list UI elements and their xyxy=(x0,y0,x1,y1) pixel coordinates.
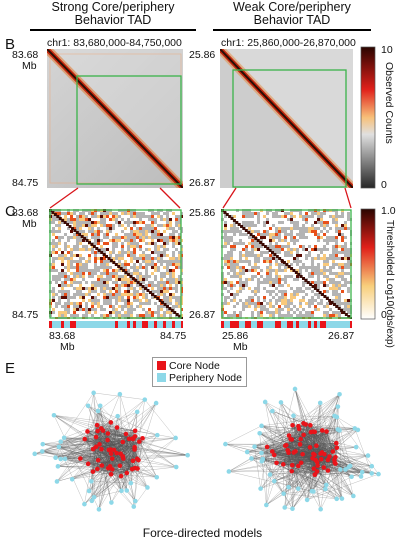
left-tad-box xyxy=(76,75,182,185)
panel-letter-e: E xyxy=(5,360,16,377)
c-left-unit: Mb xyxy=(22,218,37,230)
b-left-top-tick: 83.68 xyxy=(12,49,39,61)
left-thresholded-tad-box xyxy=(49,209,182,319)
c-x-right-start: 25.86 xyxy=(222,330,249,342)
right-tad-box xyxy=(232,69,347,188)
right-thresholded-heatmap xyxy=(221,209,352,319)
left-force-directed-network xyxy=(32,390,190,512)
right-header-line1: Weak Core/periphery xyxy=(233,0,351,14)
c-x-left-unit: Mb xyxy=(60,341,75,353)
panel-letter-b: B xyxy=(5,36,16,53)
c-x-left-start: 83.68 xyxy=(49,330,76,342)
c-x-left-end: 84.75 xyxy=(160,330,187,342)
right-core-periphery-track xyxy=(221,321,352,328)
right-tad-header: Weak Core/periphery Behavior TAD xyxy=(212,1,372,27)
c-left-bottom-tick: 84.75 xyxy=(12,309,39,321)
c-x-right-unit: Mb xyxy=(233,341,248,353)
core-swatch xyxy=(157,361,166,370)
right-coordinate-label: chr1: 25,860,000-26,870,000 xyxy=(221,37,356,49)
legend-periphery-entry: Periphery Node xyxy=(157,372,242,384)
right-header-rule xyxy=(213,29,371,31)
left-tad-header: Strong Core/periphery Behavior TAD xyxy=(28,1,198,27)
right-force-directed-network xyxy=(223,386,381,512)
right-hic-heatmap xyxy=(220,49,353,188)
b-colorbar-max: 10 xyxy=(381,44,393,56)
observed-counts-colorbar xyxy=(360,46,376,189)
b-colorbar-min: 0 xyxy=(381,179,387,191)
b-right-bottom-tick: 26.87 xyxy=(189,177,216,189)
c-colorbar-label: Thresholded Log10(obs/exp) xyxy=(384,220,395,348)
b-right-top-tick: 25.86 xyxy=(189,49,216,61)
thresholded-colorbar xyxy=(360,208,376,320)
c-left-top-tick: 83.68 xyxy=(12,207,39,219)
node-legend: Core Node Periphery Node xyxy=(152,357,247,387)
panel-letter-c: C xyxy=(5,203,16,220)
left-header-line2: Behavior TAD xyxy=(74,13,152,27)
c-colorbar-min: 0 xyxy=(381,309,387,321)
c-x-right-end: 26.87 xyxy=(328,330,355,342)
right-thresholded-tad-box xyxy=(221,209,352,319)
legend-core-label: Core Node xyxy=(169,360,220,372)
force-directed-caption: Force-directed models xyxy=(142,526,263,540)
b-left-bottom-tick: 84.75 xyxy=(12,177,39,189)
c-right-bottom-tick: 26.87 xyxy=(189,309,216,321)
c-right-top-tick: 25.86 xyxy=(189,207,216,219)
legend-core-entry: Core Node xyxy=(157,360,242,372)
left-header-line1: Strong Core/periphery xyxy=(51,0,175,14)
b-left-unit: Mb xyxy=(22,60,37,72)
c-colorbar-max: 1.0 xyxy=(381,205,396,217)
left-hic-heatmap xyxy=(47,49,183,188)
left-header-rule xyxy=(30,29,196,31)
legend-periphery-label: Periphery Node xyxy=(169,372,242,384)
left-thresholded-heatmap xyxy=(49,209,183,319)
left-coordinate-label: chr1: 83,680,000-84,750,000 xyxy=(47,37,182,49)
zoom-guide-lines xyxy=(49,187,352,209)
left-core-periphery-track xyxy=(49,321,183,328)
right-header-line2: Behavior TAD xyxy=(253,13,331,27)
periphery-swatch xyxy=(157,373,166,382)
